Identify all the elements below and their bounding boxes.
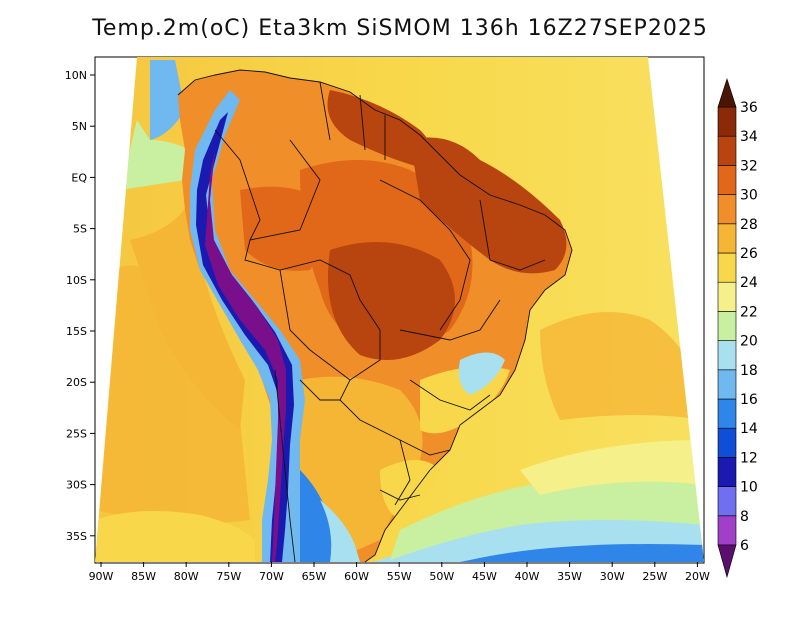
colorbar-segment: [717, 165, 737, 195]
colorbar-label: 30: [740, 188, 758, 204]
lat-tick-label: 35S: [66, 530, 87, 543]
lon-tick-label: 30W: [600, 570, 625, 583]
northeast-hot-zone: [410, 137, 567, 274]
colorbar-segment: [717, 252, 737, 283]
colorbar-segment: [717, 515, 737, 546]
longitude-axis: 90W 85W 80W 75W 70W 65W 60W 55W 50W 45W 40W 35W 30W 2…: [89, 562, 710, 583]
lon-tick-label: 50W: [429, 570, 454, 583]
colorbar-label: 20: [740, 334, 758, 350]
lon-tick-label: 75W: [216, 570, 241, 583]
lat-tick-label: EQ: [71, 171, 87, 184]
lon-tick-label: 40W: [515, 570, 540, 583]
colorbar-segment: [717, 281, 737, 312]
amazon-west-zone: [240, 186, 324, 271]
patagonia-cool-zone: [300, 470, 333, 562]
lat-tick-label: 10N: [65, 69, 87, 82]
lon-tick-label: 70W: [259, 570, 284, 583]
colorbar-segment: [717, 311, 737, 341]
colorbar-label: 36: [740, 100, 758, 116]
colorbar-segment: [717, 135, 737, 166]
colorbar: 6 8 10 12 14 16 18 20 22 24 26 28 30 32 34 36: [717, 78, 758, 579]
colorbar-label: 32: [740, 158, 758, 174]
map-title: Temp.2m(oC) Eta3km SiSMOM 136h 16Z27SEP2…: [92, 16, 708, 41]
lon-tick-label: 80W: [174, 570, 199, 583]
lon-tick-label: 90W: [89, 570, 114, 583]
colorbar-segment: [717, 223, 737, 254]
border-brazil-states-3: [399, 299, 501, 341]
colorbar-label: 16: [740, 392, 758, 408]
colorbar-label: 14: [740, 421, 758, 437]
border-brazil-states-5: [399, 439, 451, 456]
border-brazil-states-2: [479, 199, 546, 271]
lon-tick-label: 55W: [387, 570, 412, 583]
patagonia-light-zone: [320, 500, 360, 562]
border-chile-argentina: [274, 369, 296, 563]
colorbar-label: 8: [740, 509, 749, 525]
southwest-cool-zone: [95, 511, 255, 562]
lat-tick-label: 25S: [66, 427, 87, 440]
southern-cold-band: [460, 544, 704, 562]
latitude-axis: 10N 5N EQ 5S 10S 15S 20S 25S 30S 35S: [65, 69, 95, 543]
colorbar-segment: [717, 106, 737, 137]
southeast-highland-zone: [458, 352, 505, 395]
colorbar-label: 10: [740, 480, 758, 496]
colorbar-label: 26: [740, 246, 758, 262]
lat-tick-label: 5S: [73, 223, 87, 236]
lat-tick-label: 15S: [66, 325, 87, 338]
andes-cold-belt-core: [205, 150, 286, 562]
colorbar-label: 22: [740, 304, 758, 320]
north-coast-hot-zone: [327, 90, 434, 170]
border-brazil-states-4: [409, 379, 491, 411]
colorbar-segment: [717, 427, 737, 458]
border-bolivia: [279, 269, 351, 381]
colorbar-label: 34: [740, 129, 758, 145]
colorbar-segment: [717, 340, 737, 371]
lat-tick-label: 10S: [66, 274, 87, 287]
colorbar-segment: [717, 398, 737, 429]
coastline: [177, 69, 573, 563]
border-guianas: [319, 81, 386, 160]
pacific-cool-nw: [150, 60, 185, 140]
pacific-mild-nw: [120, 120, 190, 190]
colorbar-label: 12: [740, 450, 758, 466]
colorbar-segment: [717, 369, 737, 400]
pacific-warm-zone: [95, 265, 250, 524]
southern-mild-band: [390, 475, 704, 560]
border-paraguay: [299, 379, 340, 401]
colorbar-segment: [717, 194, 737, 225]
lat-tick-label: 20S: [66, 376, 87, 389]
colorbar-max-arrow: [717, 78, 737, 108]
colorbar-min-arrow: [717, 544, 737, 579]
border-uruguay: [379, 489, 421, 501]
lon-tick-label: 35W: [557, 570, 582, 583]
country-borders: [177, 69, 573, 563]
lon-tick-label: 20W: [685, 570, 710, 583]
border-brazil-states-1: [379, 179, 471, 331]
lat-tick-label: 30S: [66, 479, 87, 492]
lon-tick-label: 65W: [302, 570, 327, 583]
lon-tick-label: 60W: [344, 570, 369, 583]
atlantic-light-zone: [520, 440, 704, 495]
colorbar-segment: [717, 457, 737, 487]
colorbar-label: 28: [740, 217, 758, 233]
pacific-orange-zone: [130, 200, 245, 430]
colorbar-label: 6: [740, 538, 749, 554]
central-brazil-hot-zone: [328, 242, 455, 360]
colorbar-label: 24: [740, 275, 758, 291]
lon-tick-label: 25W: [642, 570, 667, 583]
lon-tick-label: 85W: [131, 570, 156, 583]
border-brazil-west: [244, 139, 411, 506]
colorbar-segment: [717, 486, 737, 517]
lat-tick-label: 5N: [72, 120, 87, 133]
colorbar-label: 18: [740, 363, 758, 379]
lon-tick-label: 45W: [472, 570, 497, 583]
atlantic-orange-zone: [540, 312, 704, 420]
temperature-field: [95, 57, 704, 562]
border-andes: [214, 129, 261, 241]
